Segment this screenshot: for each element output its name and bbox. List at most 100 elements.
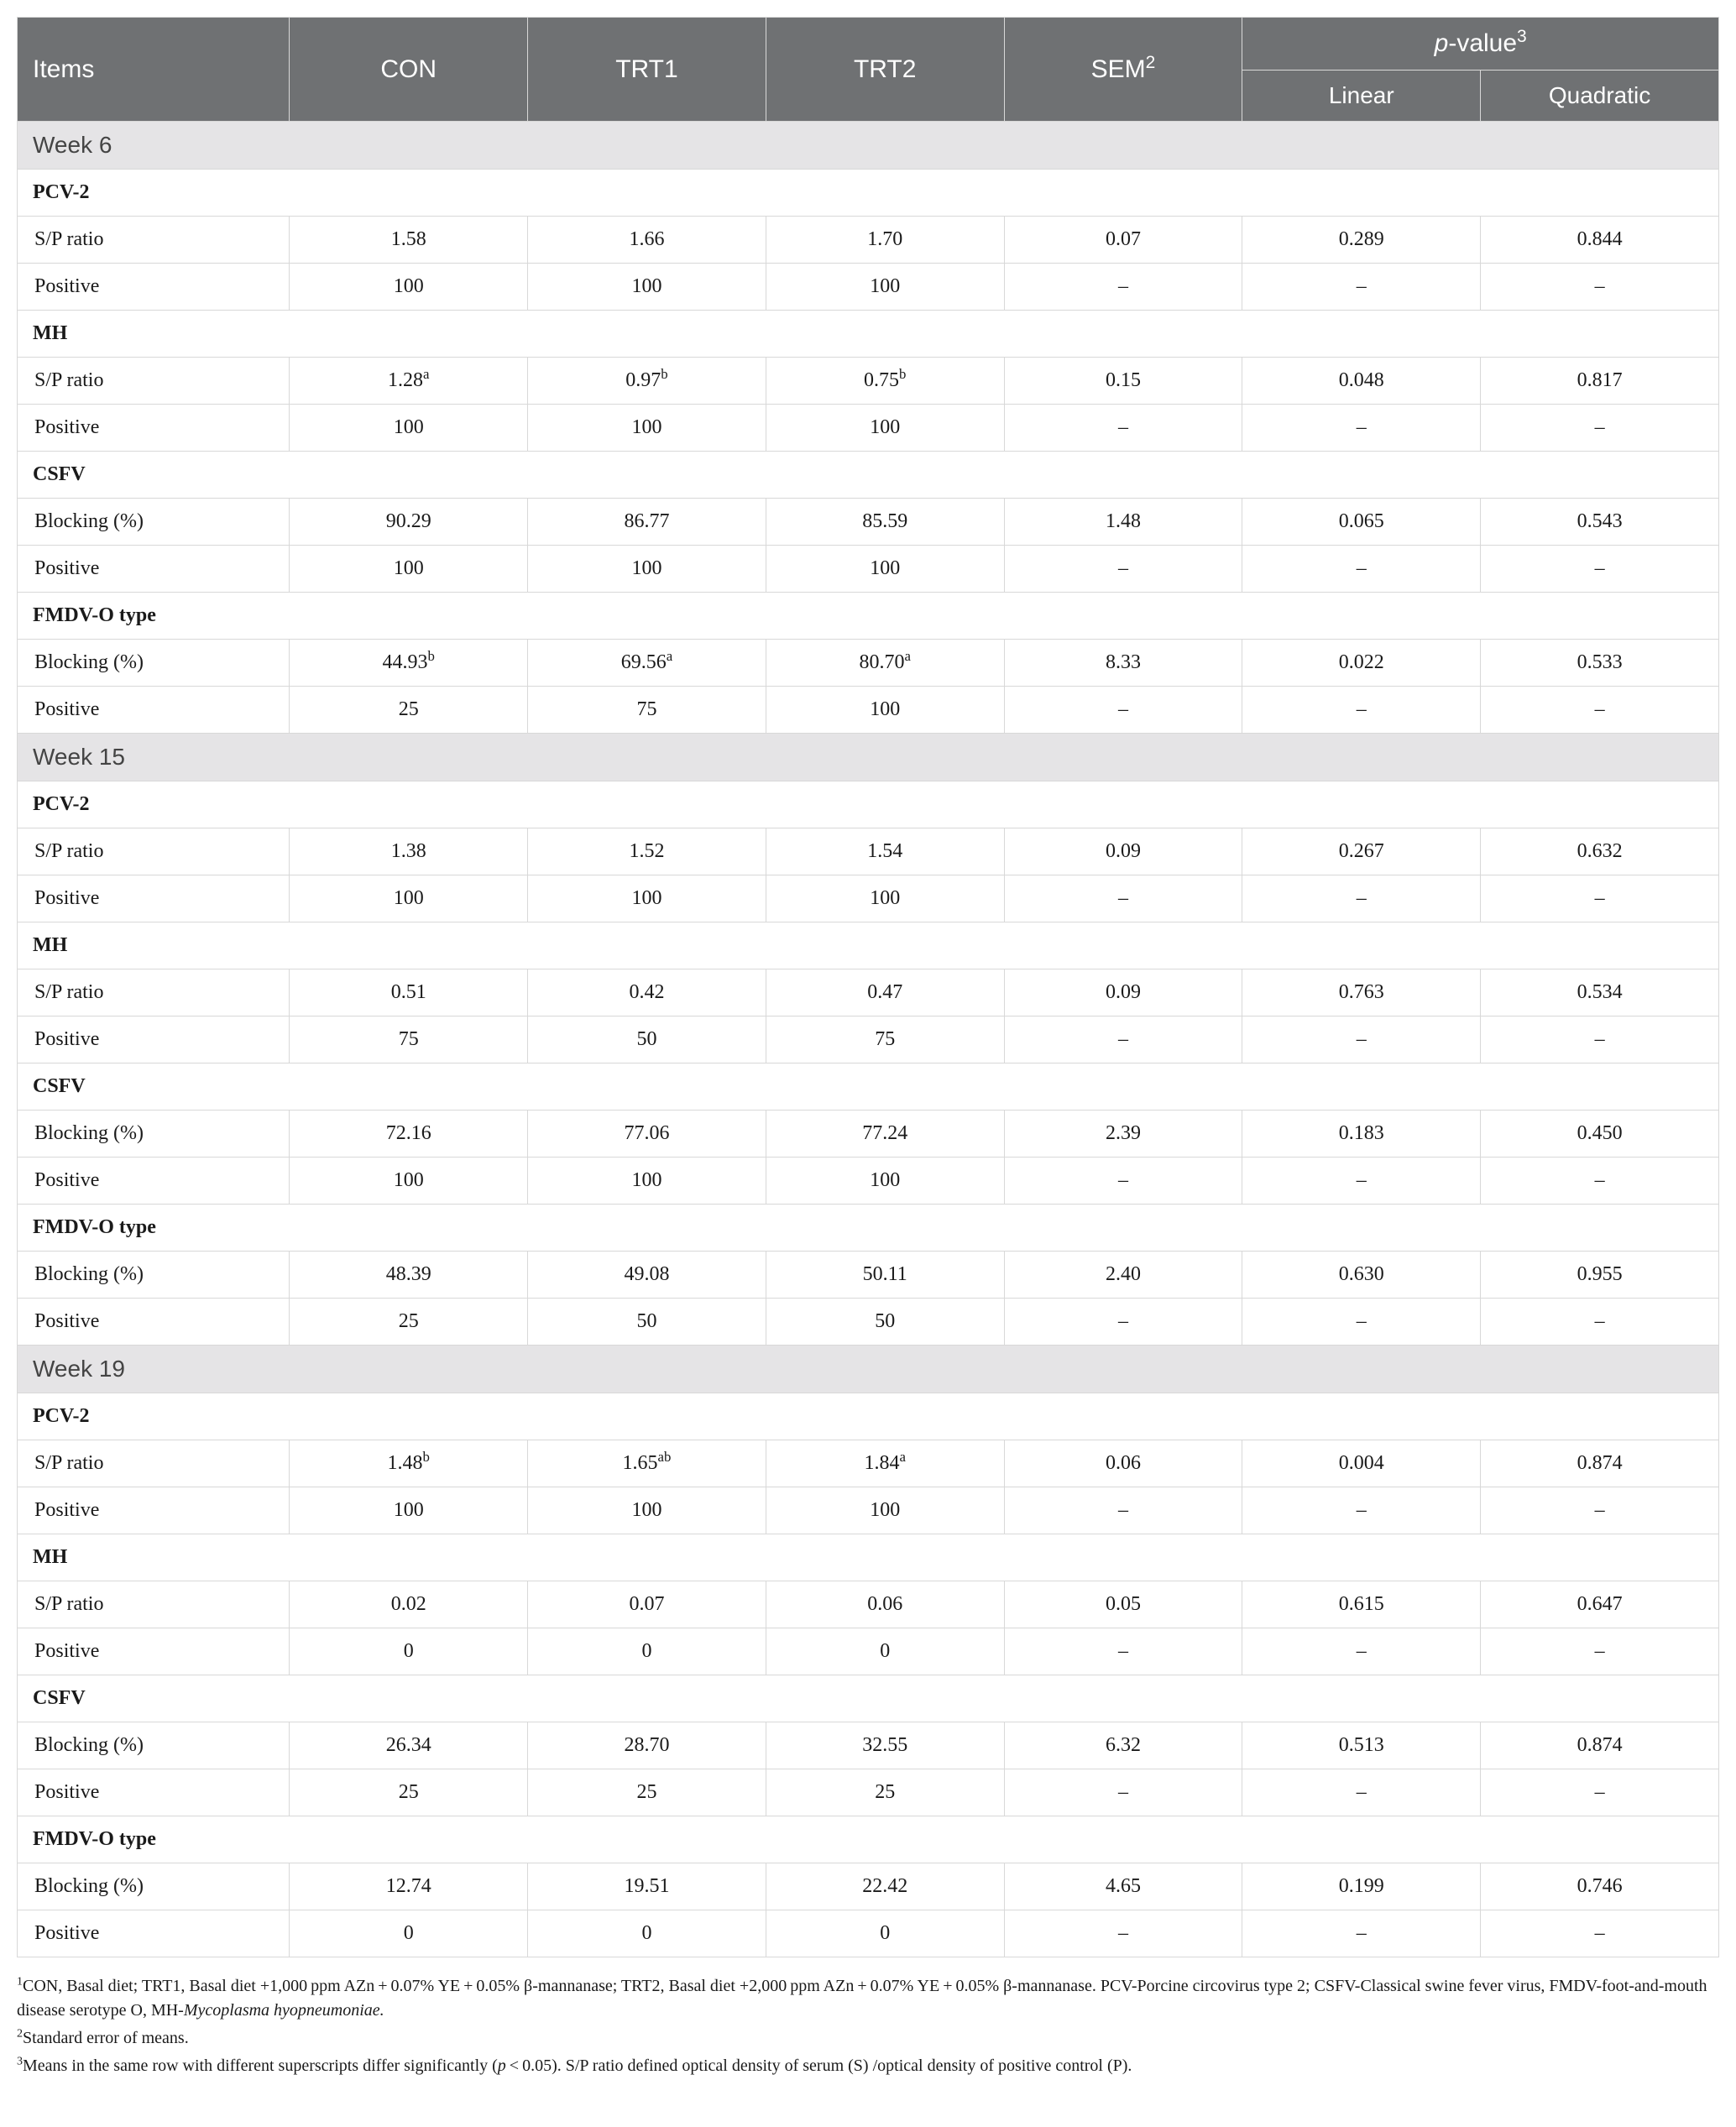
cell-quadratic: – — [1481, 687, 1719, 734]
cell-linear: – — [1242, 405, 1481, 452]
group-name: CSFV — [18, 452, 1719, 499]
cell-quadratic: 0.450 — [1481, 1111, 1719, 1158]
cell-quadratic: 0.647 — [1481, 1581, 1719, 1628]
cell-trt1: 1.66 — [528, 217, 766, 264]
footnote-3-sup: 3 — [17, 2055, 23, 2067]
cell-sem: – — [1004, 264, 1242, 311]
footnote-1-sup: 1 — [17, 1975, 23, 1988]
cell-con: 1.58 — [290, 217, 528, 264]
cell-sem: 0.09 — [1004, 828, 1242, 875]
cell-sem: 1.48 — [1004, 499, 1242, 546]
group-name: FMDV-O type — [18, 1816, 1719, 1863]
footnotes: 1CON, Basal diet; TRT1, Basal diet +1,00… — [17, 1974, 1719, 2078]
cell-linear: – — [1242, 546, 1481, 593]
cell-quadratic: – — [1481, 1299, 1719, 1346]
row-label: Blocking (%) — [18, 1252, 290, 1299]
cell-trt1: 100 — [528, 1158, 766, 1205]
row-label: Positive — [18, 1628, 290, 1675]
cell-con: 100 — [290, 1487, 528, 1534]
cell-quadratic: – — [1481, 546, 1719, 593]
section-row: Week 19 — [18, 1346, 1719, 1393]
row-label: Blocking (%) — [18, 1863, 290, 1910]
cell-sem: 8.33 — [1004, 640, 1242, 687]
group-name: MH — [18, 311, 1719, 358]
table-row: Positive252525––– — [18, 1769, 1719, 1816]
cell-trt1: 19.51 — [528, 1863, 766, 1910]
col-linear: Linear — [1242, 71, 1481, 122]
footnote-2-sup: 2 — [17, 2027, 23, 2040]
footnote-2: 2Standard error of means. — [17, 2026, 1719, 2051]
cell-con: 0.02 — [290, 1581, 528, 1628]
cell-sem: 0.15 — [1004, 358, 1242, 405]
cell-linear: 0.199 — [1242, 1863, 1481, 1910]
col-con: CON — [290, 18, 528, 122]
table-row: Positive100100100––– — [18, 1487, 1719, 1534]
cell-trt2: 100 — [766, 546, 1004, 593]
cell-trt2: 50 — [766, 1299, 1004, 1346]
cell-quadratic: – — [1481, 405, 1719, 452]
cell-linear: 0.289 — [1242, 217, 1481, 264]
cell-sem: 2.39 — [1004, 1111, 1242, 1158]
cell-sem: – — [1004, 546, 1242, 593]
group-header: CSFV — [18, 1675, 1719, 1722]
cell-linear: 0.022 — [1242, 640, 1481, 687]
cell-trt1: 77.06 — [528, 1111, 766, 1158]
table-row: S/P ratio1.48b1.65ab1.84a0.060.0040.874 — [18, 1440, 1719, 1487]
cell-con: 1.28a — [290, 358, 528, 405]
cell-sem: – — [1004, 1769, 1242, 1816]
cell-quadratic: 0.955 — [1481, 1252, 1719, 1299]
col-pvalue-suffix: -value — [1448, 29, 1517, 57]
cell-con: 100 — [290, 546, 528, 593]
cell-linear: – — [1242, 1299, 1481, 1346]
table-row: Positive100100100––– — [18, 875, 1719, 922]
cell-sem: – — [1004, 1016, 1242, 1064]
table-row: Positive255050––– — [18, 1299, 1719, 1346]
group-header: CSFV — [18, 1064, 1719, 1111]
cell-trt2: 22.42 — [766, 1863, 1004, 1910]
cell-con: 75 — [290, 1016, 528, 1064]
table-row: Positive000––– — [18, 1628, 1719, 1675]
cell-trt2: 0 — [766, 1628, 1004, 1675]
cell-con: 25 — [290, 1299, 528, 1346]
table-row: S/P ratio1.381.521.540.090.2670.632 — [18, 828, 1719, 875]
row-label: Positive — [18, 1487, 290, 1534]
cell-quadratic: 0.534 — [1481, 969, 1719, 1016]
group-header: FMDV-O type — [18, 1205, 1719, 1252]
cell-quadratic: 0.874 — [1481, 1440, 1719, 1487]
row-label: Positive — [18, 1910, 290, 1957]
results-table: Items CON TRT1 TRT2 SEM2 p-value3 Linear… — [17, 17, 1719, 1957]
cell-trt2: 100 — [766, 1158, 1004, 1205]
cell-trt2: 0.47 — [766, 969, 1004, 1016]
cell-trt2: 100 — [766, 264, 1004, 311]
table-row: Blocking (%)90.2986.7785.591.480.0650.54… — [18, 499, 1719, 546]
cell-trt1: 0.97b — [528, 358, 766, 405]
cell-sem: – — [1004, 405, 1242, 452]
cell-sem: 0.07 — [1004, 217, 1242, 264]
cell-sem: 0.09 — [1004, 969, 1242, 1016]
row-label: Positive — [18, 264, 290, 311]
cell-trt1: 28.70 — [528, 1722, 766, 1769]
cell-quadratic: – — [1481, 875, 1719, 922]
row-label: Positive — [18, 1299, 290, 1346]
table-row: Positive100100100––– — [18, 1158, 1719, 1205]
cell-con: 100 — [290, 875, 528, 922]
col-trt2: TRT2 — [766, 18, 1004, 122]
cell-linear: 0.183 — [1242, 1111, 1481, 1158]
row-label: Blocking (%) — [18, 640, 290, 687]
table-body: Week 6PCV-2S/P ratio1.581.661.700.070.28… — [18, 122, 1719, 1957]
row-label: Blocking (%) — [18, 499, 290, 546]
col-trt1: TRT1 — [528, 18, 766, 122]
group-header: FMDV-O type — [18, 593, 1719, 640]
table-row: Blocking (%)44.93b69.56a80.70a8.330.0220… — [18, 640, 1719, 687]
cell-sem: – — [1004, 1487, 1242, 1534]
cell-linear: – — [1242, 1016, 1481, 1064]
footnote-3-p: p — [498, 2056, 506, 2075]
cell-trt2: 100 — [766, 1487, 1004, 1534]
cell-quadratic: – — [1481, 1910, 1719, 1957]
cell-trt1: 50 — [528, 1299, 766, 1346]
cell-sem: – — [1004, 1910, 1242, 1957]
footnote-1: 1CON, Basal diet; TRT1, Basal diet +1,00… — [17, 1974, 1719, 2023]
cell-quadratic: 0.844 — [1481, 217, 1719, 264]
cell-trt2: 0.75b — [766, 358, 1004, 405]
group-name: MH — [18, 922, 1719, 969]
